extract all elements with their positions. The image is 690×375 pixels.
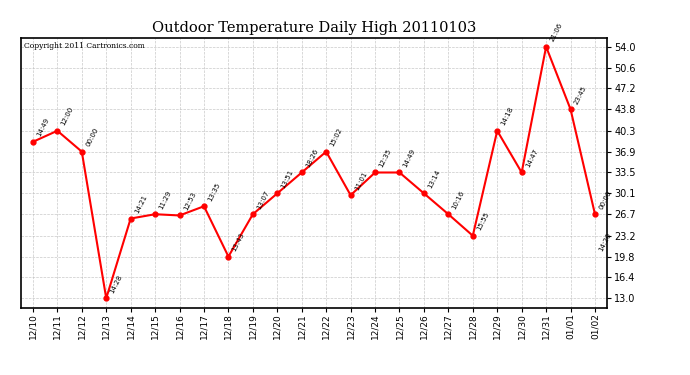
Text: 14:21: 14:21 [133, 194, 148, 214]
Title: Outdoor Temperature Daily High 20110103: Outdoor Temperature Daily High 20110103 [152, 21, 476, 35]
Text: 13:14: 13:14 [426, 168, 441, 189]
Text: 18:26: 18:26 [304, 148, 319, 168]
Text: 14:20: 14:20 [598, 232, 612, 253]
Text: 15:02: 15:02 [329, 127, 344, 147]
Text: 14:49: 14:49 [402, 148, 417, 168]
Text: 13:51: 13:51 [280, 168, 295, 189]
Text: 15:55: 15:55 [475, 211, 490, 231]
Text: 10:16: 10:16 [451, 189, 466, 210]
Text: 00:00: 00:00 [598, 189, 612, 210]
Text: 12:00: 12:00 [60, 106, 75, 127]
Text: 11:29: 11:29 [158, 189, 172, 210]
Text: 14:49: 14:49 [36, 117, 50, 138]
Text: 12:35: 12:35 [378, 148, 393, 168]
Text: 14:28: 14:28 [109, 273, 124, 294]
Text: 14:47: 14:47 [524, 148, 539, 168]
Text: 14:18: 14:18 [500, 106, 515, 127]
Text: 12:53: 12:53 [182, 190, 197, 211]
Text: 00:00: 00:00 [85, 127, 99, 147]
Text: 13:35: 13:35 [207, 182, 221, 202]
Text: 13:07: 13:07 [255, 189, 270, 210]
Text: 23:45: 23:45 [573, 85, 588, 105]
Text: Copyright 2011 Cartronics.com: Copyright 2011 Cartronics.com [23, 42, 144, 50]
Text: 13:43: 13:43 [231, 232, 246, 252]
Text: 21:06: 21:06 [549, 22, 564, 42]
Text: 11:01: 11:01 [353, 170, 368, 191]
